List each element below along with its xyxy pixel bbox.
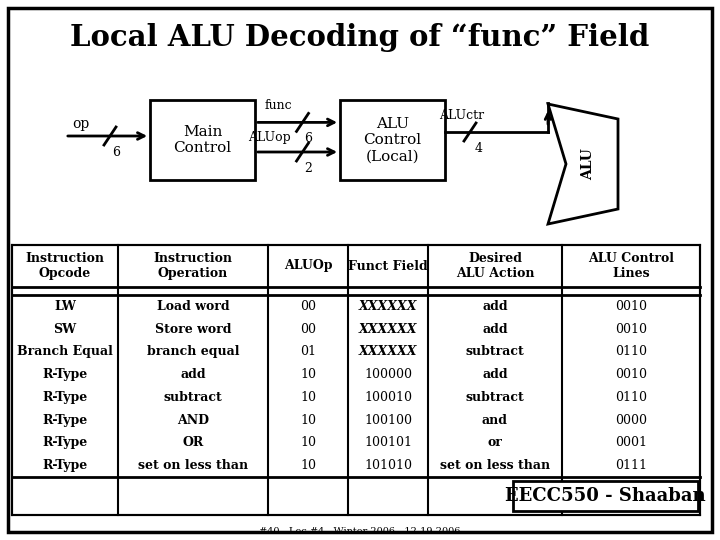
Text: 0010: 0010 [615, 322, 647, 336]
Text: #40   Lec #4   Winter 2006   12-19-2006: #40 Lec #4 Winter 2006 12-19-2006 [259, 527, 461, 536]
Text: 10: 10 [300, 368, 316, 381]
Text: 0010: 0010 [615, 368, 647, 381]
Text: ALU: ALU [581, 148, 595, 180]
Text: 6: 6 [305, 132, 312, 145]
Text: Local ALU Decoding of “func” Field: Local ALU Decoding of “func” Field [71, 24, 649, 52]
Text: set on less than: set on less than [440, 459, 550, 472]
Text: 00: 00 [300, 322, 316, 336]
Text: subtract: subtract [163, 391, 222, 404]
Text: 0110: 0110 [615, 346, 647, 359]
Text: 10: 10 [300, 436, 316, 449]
Text: 00: 00 [300, 300, 316, 313]
Text: ALU Control
Lines: ALU Control Lines [588, 252, 674, 280]
Text: Instruction
Operation: Instruction Operation [153, 252, 233, 280]
Text: R-Type: R-Type [42, 391, 88, 404]
Bar [150, 100, 255, 180]
Text: LW: LW [54, 300, 76, 313]
Text: R-Type: R-Type [42, 436, 88, 449]
Text: 101010: 101010 [364, 459, 412, 472]
Text: add: add [482, 300, 508, 313]
Text: 0001: 0001 [615, 436, 647, 449]
Text: add: add [180, 368, 206, 381]
Text: 10: 10 [300, 459, 316, 472]
Text: XXXXXX: XXXXXX [359, 300, 418, 313]
Text: subtract: subtract [466, 391, 524, 404]
Text: R-Type: R-Type [42, 368, 88, 381]
Text: ALU
Control
(Local): ALU Control (Local) [364, 117, 422, 163]
Text: 2: 2 [305, 162, 312, 175]
Text: and: and [482, 414, 508, 427]
Text: Instruction
Opcode: Instruction Opcode [25, 252, 104, 280]
Text: Funct Field: Funct Field [348, 260, 428, 273]
Text: 100000: 100000 [364, 368, 412, 381]
Text: 0110: 0110 [615, 391, 647, 404]
Text: add: add [482, 368, 508, 381]
Text: branch equal: branch equal [147, 346, 239, 359]
Text: 10: 10 [300, 391, 316, 404]
Text: EECC550 - Shaaban: EECC550 - Shaaban [505, 487, 706, 505]
Text: Desired
ALU Action: Desired ALU Action [456, 252, 534, 280]
Bar [340, 100, 445, 180]
Text: op: op [72, 117, 89, 131]
Text: subtract: subtract [466, 346, 524, 359]
Text: 100101: 100101 [364, 436, 412, 449]
Text: Load word: Load word [157, 300, 229, 313]
Text: or: or [487, 436, 503, 449]
Text: OR: OR [182, 436, 204, 449]
Text: ALUOp: ALUOp [284, 260, 332, 273]
Text: XXXXXX: XXXXXX [359, 322, 418, 336]
Text: ALUop: ALUop [248, 131, 290, 144]
Bar [513, 481, 698, 511]
Text: 0111: 0111 [615, 459, 647, 472]
Text: func: func [265, 99, 292, 112]
Text: AND: AND [177, 414, 209, 427]
Text: 0000: 0000 [615, 414, 647, 427]
Text: Branch Equal: Branch Equal [17, 346, 113, 359]
Text: XXXXXX: XXXXXX [359, 346, 418, 359]
Text: R-Type: R-Type [42, 459, 88, 472]
Text: 100100: 100100 [364, 414, 412, 427]
Text: SW: SW [53, 322, 76, 336]
Text: Store word: Store word [155, 322, 231, 336]
Text: add: add [482, 322, 508, 336]
Text: 6: 6 [112, 146, 120, 159]
Text: R-Type: R-Type [42, 414, 88, 427]
Bar [12, 245, 700, 515]
Text: set on less than: set on less than [138, 459, 248, 472]
Polygon shape [548, 104, 618, 224]
Text: 0010: 0010 [615, 300, 647, 313]
Text: 4: 4 [475, 142, 483, 155]
Text: ALUctr: ALUctr [439, 109, 485, 122]
Text: 10: 10 [300, 414, 316, 427]
Text: Main
Control: Main Control [174, 125, 232, 155]
Text: 01: 01 [300, 346, 316, 359]
Text: 100010: 100010 [364, 391, 412, 404]
